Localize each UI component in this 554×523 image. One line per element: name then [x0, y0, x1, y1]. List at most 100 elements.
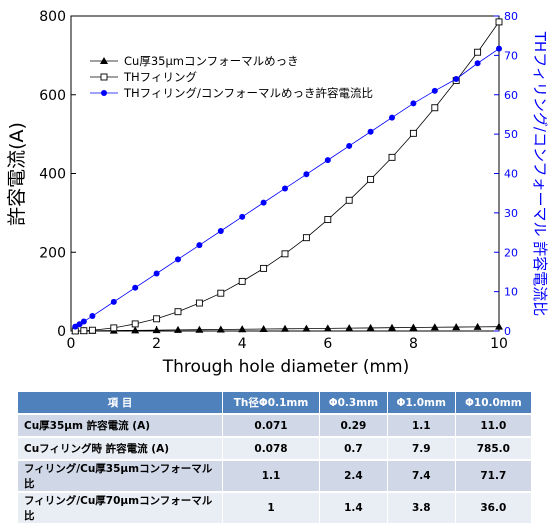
data-point [495, 322, 503, 330]
header-d10: Φ1.0mm [387, 392, 456, 414]
data-point [410, 100, 417, 107]
x-tick-label: 4 [238, 336, 247, 352]
y2-tick-label: 20 [504, 246, 518, 259]
data-point [282, 185, 288, 192]
data-point [323, 324, 332, 332]
data-point [324, 216, 332, 224]
data-point [153, 315, 161, 323]
y2-tick-label: 10 [504, 286, 518, 299]
data-point [88, 326, 96, 334]
data-point [452, 323, 461, 331]
data-point [388, 153, 396, 161]
legend-label: Cu厚35μmコンフォーマルめっき [124, 54, 299, 68]
table-row: Cuフィリング時 許容電流 (A) 0.078 0.7 7.9 785.0 [18, 436, 533, 460]
data-point [238, 325, 247, 333]
data-point [238, 277, 246, 285]
cell: 36.0 [455, 491, 533, 523]
x-tick-label: 8 [409, 336, 418, 352]
data-point [409, 129, 417, 137]
row-label: フィリング/Cu厚35μmコンフォーマル 比 [18, 459, 223, 492]
data-point [260, 199, 267, 206]
series-line [75, 21, 500, 332]
series-th-filling [71, 18, 503, 335]
data-point [496, 45, 502, 52]
data-point [259, 325, 268, 333]
cell: 0.7 [319, 436, 388, 460]
data-point [132, 284, 139, 291]
data-point [281, 324, 289, 332]
data-point [367, 128, 374, 135]
cell: 7.4 [387, 459, 456, 492]
y-tick-label: 400 [39, 167, 66, 183]
data-point [345, 196, 353, 204]
cell: 2.4 [319, 459, 388, 492]
data-point [302, 234, 310, 242]
cell: 0.078 [222, 436, 320, 460]
data-point [110, 324, 118, 332]
data-point [367, 175, 375, 183]
header-d03: Φ0.3mm [319, 392, 388, 414]
data-point [152, 326, 161, 334]
data-point [345, 324, 354, 332]
cell: 71.7 [455, 459, 533, 492]
data-point [131, 320, 139, 328]
data-point [430, 323, 439, 331]
y2-tick-label: 60 [504, 89, 518, 102]
data-point [195, 299, 203, 307]
legend-label: THフィリング [123, 70, 197, 84]
header-d100: Φ10.0mm [455, 392, 533, 414]
data-point [195, 325, 204, 333]
cell: 3.8 [387, 491, 456, 523]
x-tick-label: 6 [323, 336, 332, 352]
row-label: Cuフィリング時 許容電流 (A) [18, 436, 223, 460]
header-d01: Th径Φ0.1mm [222, 392, 320, 414]
data-point [174, 308, 182, 316]
table-row: Cu厚35μm 許容電流 (A) 0.071 0.29 1.1 11.0 [18, 413, 533, 437]
data-point [453, 76, 460, 82]
data-point [260, 264, 268, 272]
data-point [80, 318, 87, 325]
y2-axis-label: THフィリング/コンフォーマル 許容電流比 [531, 31, 549, 317]
row-label: フィリング/Cu厚70μmコンフォーマル 比 [18, 491, 223, 523]
data-point [324, 157, 331, 164]
data-point [474, 48, 482, 56]
legend-marker [100, 57, 108, 64]
row-label: Cu厚35μm 許容電流 (A) [18, 413, 223, 437]
y-tick-label: 0 [57, 324, 66, 340]
x-tick-label: 0 [67, 336, 76, 352]
y2-tick-label: 50 [504, 128, 518, 141]
data-point [495, 18, 503, 26]
cell: 11.0 [455, 413, 533, 437]
data-point [76, 321, 83, 328]
data-point [131, 326, 140, 334]
x-tick-label: 2 [152, 336, 161, 352]
data-point [409, 323, 418, 331]
cell: 1.1 [222, 459, 320, 492]
data-point [175, 256, 181, 263]
data-point [80, 327, 88, 335]
data-point [89, 313, 96, 320]
cell: 1.4 [319, 491, 388, 523]
data-table: 項 目 Th径Φ0.1mm Φ0.3mm Φ1.0mm Φ10.0mm Cu厚3… [18, 392, 533, 523]
data-point [239, 213, 246, 220]
y2-tick-label: 0 [504, 325, 511, 338]
x-tick-label: 10 [490, 336, 508, 352]
data-point [431, 104, 439, 112]
header-item: 項 目 [18, 392, 223, 414]
series-line [75, 326, 500, 332]
data-point [303, 171, 310, 178]
data-point [217, 289, 225, 297]
cell: 1.1 [387, 413, 456, 437]
y2-tick-label: 70 [504, 49, 518, 62]
y-tick-label: 800 [39, 9, 66, 25]
cell: 1 [222, 491, 320, 523]
data-point [110, 298, 117, 305]
cell: 0.29 [319, 413, 388, 437]
y2-tick-label: 30 [504, 207, 518, 220]
legend: Cu厚35μmコンフォーマルめっき THフィリング THフィリング/コンフォーマルめ… [90, 54, 373, 100]
legend-label: THフィリング/コンフォーマルめっき許容電流比 [123, 86, 373, 100]
table-row: フィリング/Cu厚70μmコンフォーマル 比 1 1.4 3.8 36.0 [18, 491, 533, 523]
cell: 0.071 [222, 413, 320, 437]
